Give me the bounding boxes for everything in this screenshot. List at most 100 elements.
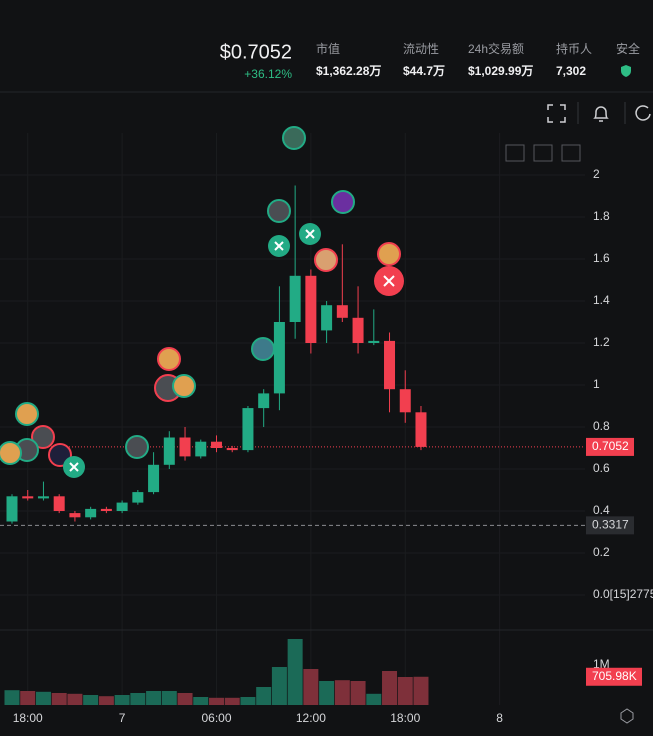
volume-bar — [413, 676, 429, 705]
candle-body — [179, 437, 191, 457]
trader-avatar — [172, 374, 196, 398]
volume-bar — [208, 697, 224, 705]
candle-body — [85, 508, 97, 518]
stat-label: 市值 — [316, 41, 340, 56]
price: $0.7052 — [220, 41, 292, 63]
axis-labels: 0.0[15]2775 0.2 0.4 0.6 0.8 1 1.2 1.4 1.6 1.8 2 18:… — [13, 167, 653, 725]
candle-body — [195, 441, 207, 457]
candle-body — [352, 317, 364, 343]
volume-bar — [193, 697, 209, 705]
volume-bar — [67, 693, 83, 705]
tool-button[interactable] — [561, 144, 581, 162]
volume-bar — [366, 693, 382, 705]
trader-avatar — [157, 347, 181, 371]
x-tick-label: 7 — [119, 711, 126, 725]
trader-avatar — [314, 248, 338, 272]
fullscreen-icon[interactable] — [547, 104, 566, 123]
candle-body — [321, 305, 333, 331]
volume-bar — [224, 697, 240, 705]
candle-body — [37, 496, 49, 499]
candle-body — [368, 340, 380, 343]
price-tag-bg — [586, 437, 634, 456]
y-tick-label: 1.6 — [593, 251, 610, 265]
candle-body — [210, 441, 222, 448]
trader-avatar — [125, 435, 149, 459]
candle-body — [148, 464, 160, 493]
volume-tick-label: 1M — [593, 657, 610, 671]
price-tag-bg — [586, 516, 634, 535]
x-tick-label: 12:00 — [296, 711, 326, 725]
x-tick-label: 06:00 — [201, 711, 231, 725]
candle-body — [6, 496, 18, 522]
candle-body — [22, 496, 34, 499]
grid — [0, 133, 653, 705]
y-tick-label: 1.4 — [593, 293, 610, 307]
trader-avatar — [251, 337, 275, 361]
candle-body — [415, 412, 427, 447]
tool-button[interactable] — [505, 144, 525, 162]
tool-button[interactable] — [533, 144, 553, 162]
x-tick-label: 18:00 — [390, 711, 420, 725]
candle-body — [100, 508, 112, 511]
bell-icon[interactable] — [593, 106, 609, 122]
candle-body — [163, 437, 175, 465]
stat-value: $1,362.28万 — [316, 64, 381, 78]
y-tick-label: 0.4 — [593, 503, 610, 517]
candle-body — [226, 448, 238, 451]
volume-tag-label: 705.98K — [592, 669, 637, 683]
last-price-label: 0.7052 — [592, 439, 629, 453]
y-tick-label: 0.8 — [593, 419, 610, 433]
stat-value: $44.7万 — [403, 64, 445, 78]
chart-tools[interactable] — [505, 144, 581, 162]
candle-body — [273, 322, 285, 394]
trader-avatar — [15, 402, 39, 426]
volume-bar — [303, 669, 319, 705]
candle-body — [242, 408, 254, 451]
x-tick-label: 18:00 — [13, 711, 43, 725]
stat-value: 7,302 — [556, 64, 586, 78]
candle-body — [399, 389, 411, 413]
volume-bar — [83, 695, 99, 705]
trader-avatar — [282, 126, 306, 150]
price-change: +36.12% — [244, 67, 292, 81]
volume-bar — [240, 697, 256, 705]
volume-tag-bg — [586, 667, 642, 686]
y-tick-label: 1.2 — [593, 335, 610, 349]
trader-avatar — [31, 425, 55, 449]
stat-label: 流动性 — [403, 42, 439, 56]
volume-bar — [256, 687, 272, 705]
trader-avatar — [267, 199, 291, 223]
refresh-icon[interactable] — [635, 105, 651, 121]
stat-label: 持币人 — [556, 41, 592, 56]
volume-bar — [98, 696, 114, 705]
candle-body — [116, 502, 128, 511]
volume-bar — [397, 677, 413, 705]
stat-value: $1,029.99万 — [468, 64, 533, 78]
volume-bar — [51, 693, 67, 705]
volume-bar — [287, 639, 303, 705]
reference-price-label: 0.3317 — [592, 518, 629, 532]
y-tick-label: 0.6 — [593, 461, 610, 475]
y-tick-label: 0.0[15]2775 — [593, 587, 653, 601]
y-tick-label: 0.2 — [593, 545, 610, 559]
volume-bar — [35, 691, 51, 705]
x-tick-label: 8 — [496, 711, 503, 725]
volume-bar — [334, 680, 350, 705]
settings-icon[interactable] — [620, 708, 634, 724]
candle-body — [384, 340, 396, 390]
stat-label: 安全 — [616, 41, 640, 56]
candle-body — [305, 275, 317, 343]
markers — [0, 126, 404, 478]
trader-avatar — [331, 190, 355, 214]
volume-bar — [146, 691, 162, 705]
volume-bar — [382, 671, 398, 705]
trader-avatar — [377, 242, 401, 266]
candle-body — [336, 305, 348, 318]
toolbar[interactable] — [547, 104, 651, 123]
candles — [4, 185, 429, 705]
shield-icon — [621, 65, 631, 77]
volume-bar — [20, 691, 36, 705]
candle-body — [53, 496, 65, 511]
